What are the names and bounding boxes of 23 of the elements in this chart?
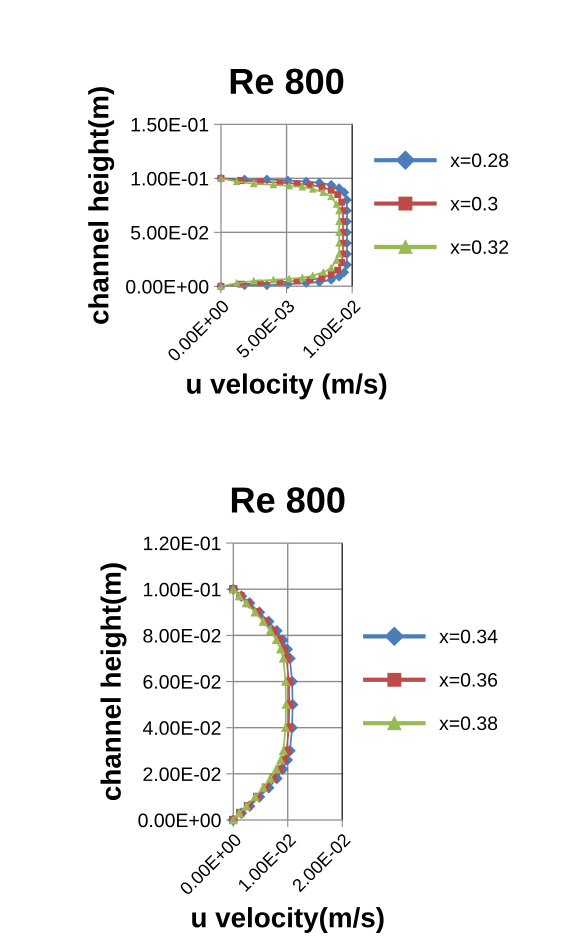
- y-tick-label: 6.00E-02: [144, 675, 220, 689]
- legend-label: x=0.3: [450, 196, 498, 211]
- y-tick-label: 8.00E-02: [143, 628, 220, 643]
- legend-label: x=0.32: [450, 240, 508, 254]
- y-tick-label: 4.00E-02: [142, 721, 220, 735]
- y-tick-label: 1.50E-01: [132, 118, 208, 132]
- legend-label: x=0.36: [439, 672, 498, 687]
- y-axis-title: channel height(m): [100, 563, 127, 800]
- chart-title: Re 800: [232, 487, 344, 513]
- y-tick-label: 1.00E-01: [144, 582, 220, 596]
- legend-label: x=0.38: [439, 716, 498, 730]
- y-tick-label: 5.00E-02: [130, 226, 208, 240]
- y-tick-label: 0.00E+00: [126, 280, 208, 294]
- y-tick-label: 2.00E-02: [143, 767, 220, 782]
- legend-label: x=0.28: [450, 153, 508, 168]
- chart-title: Re 800: [230, 68, 344, 94]
- x-axis-title: u velocity(m/s): [192, 907, 384, 933]
- y-tick-label: 1.00E-01: [132, 172, 208, 186]
- y-tick-label: 1.20E-01: [144, 536, 220, 550]
- x-axis-title: u velocity (m/s): [187, 373, 386, 400]
- legend-label: x=0.34: [439, 630, 498, 644]
- y-axis-title: channel height(m): [88, 87, 114, 324]
- y-tick-label: 0.00E+00: [138, 813, 221, 828]
